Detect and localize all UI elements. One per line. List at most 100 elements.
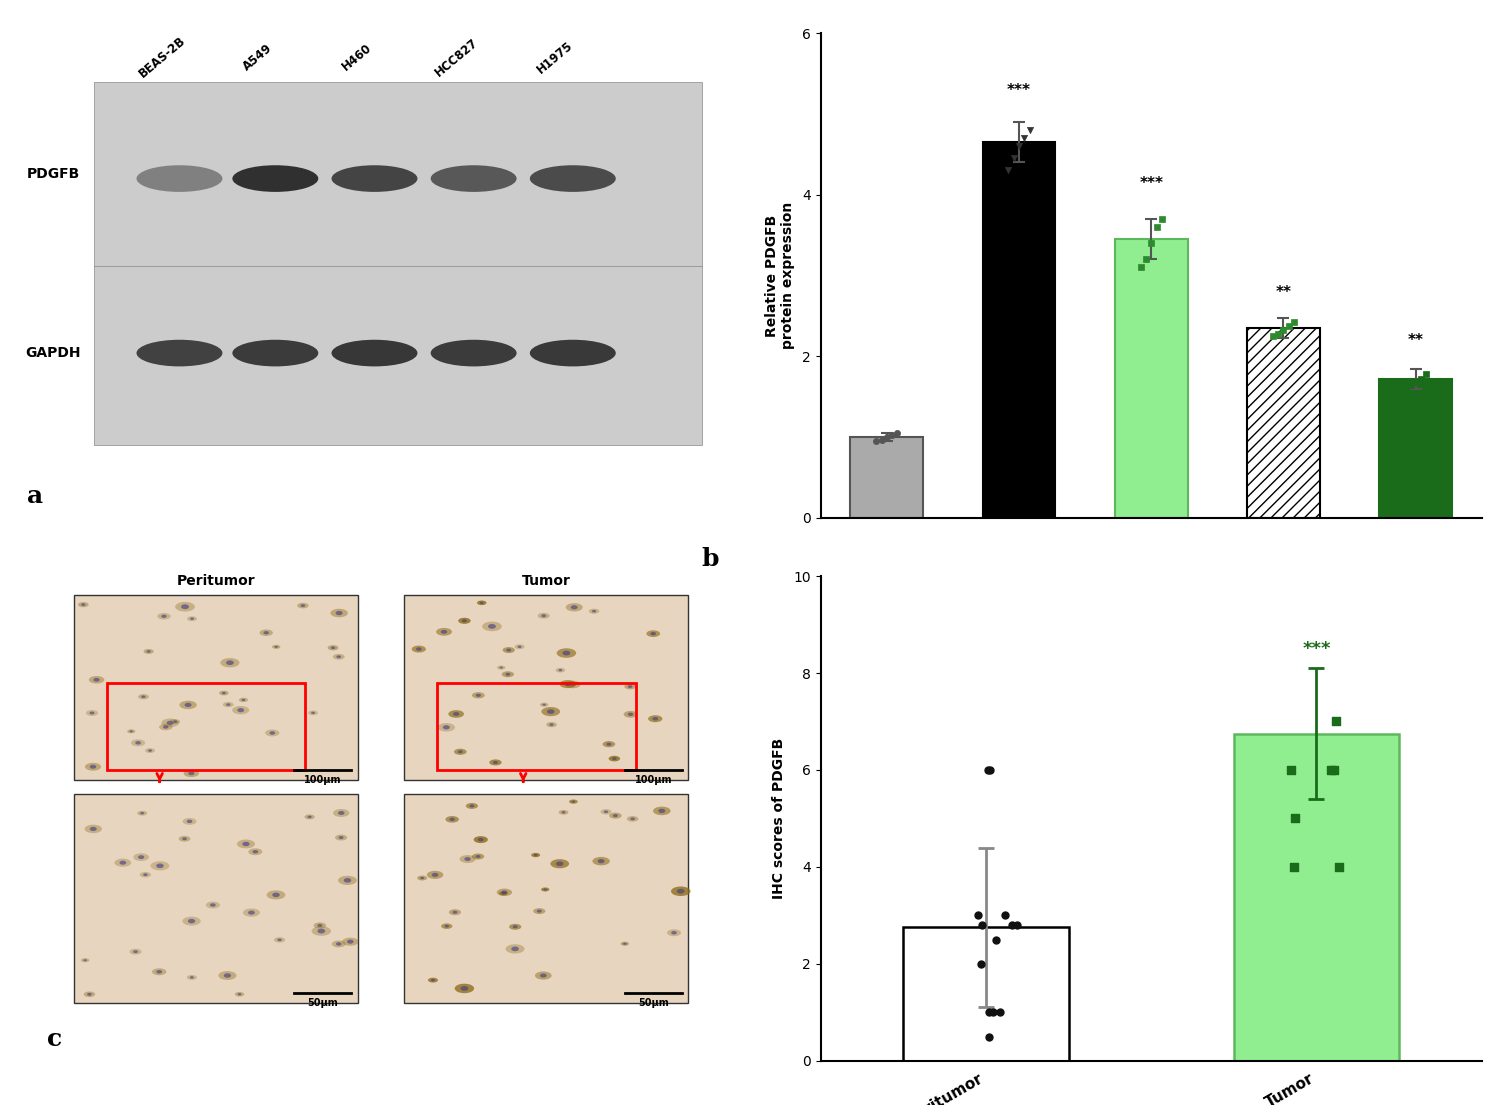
Ellipse shape (162, 614, 166, 618)
Ellipse shape (543, 704, 546, 706)
Ellipse shape (431, 166, 517, 192)
Text: H460: H460 (340, 41, 375, 73)
Ellipse shape (603, 741, 615, 747)
Text: **: ** (1408, 334, 1424, 348)
Ellipse shape (502, 891, 508, 894)
Ellipse shape (464, 857, 470, 861)
Ellipse shape (442, 924, 452, 929)
Bar (437, 683, 635, 770)
Y-axis label: IHC scores of PDGFB: IHC scores of PDGFB (773, 738, 786, 899)
Ellipse shape (218, 971, 236, 980)
Ellipse shape (243, 908, 260, 917)
Ellipse shape (336, 834, 348, 841)
Ellipse shape (559, 680, 576, 688)
Ellipse shape (570, 683, 576, 686)
Point (977, 1003, 1001, 1021)
Point (1149, 210, 1173, 228)
Ellipse shape (513, 925, 517, 928)
Point (1414, 366, 1438, 383)
Ellipse shape (233, 339, 319, 367)
Ellipse shape (333, 809, 349, 817)
Ellipse shape (183, 917, 201, 926)
Ellipse shape (187, 820, 192, 823)
Point (869, 431, 894, 449)
Point (1007, 137, 1031, 155)
Ellipse shape (221, 657, 239, 667)
Ellipse shape (163, 725, 168, 728)
Ellipse shape (449, 909, 461, 915)
Ellipse shape (623, 711, 638, 717)
Ellipse shape (331, 166, 417, 192)
Ellipse shape (222, 692, 225, 694)
Ellipse shape (623, 943, 626, 945)
Point (1018, 122, 1042, 139)
Ellipse shape (473, 836, 488, 843)
Ellipse shape (274, 937, 286, 943)
Text: **: ** (1276, 285, 1291, 299)
Text: A549: A549 (240, 41, 275, 73)
Ellipse shape (517, 645, 522, 648)
Ellipse shape (472, 692, 485, 698)
Ellipse shape (318, 924, 322, 927)
Ellipse shape (313, 923, 327, 928)
Point (1276, 317, 1300, 335)
Ellipse shape (443, 725, 449, 729)
Ellipse shape (141, 812, 144, 814)
Ellipse shape (452, 911, 458, 914)
Ellipse shape (85, 824, 101, 833)
Ellipse shape (234, 992, 245, 997)
Bar (850, 438, 924, 518)
Ellipse shape (89, 765, 97, 769)
Text: 100μm: 100μm (304, 775, 342, 785)
Ellipse shape (86, 711, 98, 716)
Ellipse shape (431, 339, 517, 367)
Point (1399, 376, 1423, 393)
Ellipse shape (82, 958, 89, 962)
Bar (1234, 734, 1399, 1061)
Point (1403, 373, 1427, 391)
Ellipse shape (184, 703, 192, 707)
Ellipse shape (476, 855, 481, 857)
Point (1328, 859, 1352, 876)
Ellipse shape (248, 911, 256, 915)
Ellipse shape (490, 759, 502, 766)
Ellipse shape (420, 876, 425, 880)
Ellipse shape (493, 761, 497, 764)
Ellipse shape (593, 856, 609, 865)
Ellipse shape (141, 695, 145, 698)
Ellipse shape (89, 712, 94, 715)
Ellipse shape (181, 604, 189, 609)
Ellipse shape (275, 645, 278, 648)
Ellipse shape (153, 968, 166, 976)
Ellipse shape (658, 809, 665, 813)
Ellipse shape (499, 892, 508, 895)
Ellipse shape (597, 859, 605, 863)
Ellipse shape (147, 650, 151, 653)
Ellipse shape (157, 613, 171, 620)
Ellipse shape (311, 712, 314, 714)
Text: Peritumor: Peritumor (177, 575, 256, 588)
Point (886, 424, 910, 442)
Ellipse shape (505, 673, 511, 676)
Ellipse shape (502, 671, 514, 677)
Y-axis label: Relative PDGFB
protein expression: Relative PDGFB protein expression (765, 202, 795, 349)
Ellipse shape (649, 715, 662, 723)
Ellipse shape (263, 631, 269, 634)
Bar (1114, 239, 1187, 518)
Ellipse shape (331, 646, 336, 649)
Ellipse shape (85, 762, 101, 770)
Ellipse shape (631, 818, 635, 820)
Ellipse shape (535, 971, 552, 980)
Ellipse shape (431, 979, 435, 981)
Text: BEAS-2B: BEAS-2B (136, 34, 187, 81)
Point (1282, 314, 1306, 332)
Ellipse shape (339, 811, 345, 815)
Ellipse shape (148, 749, 153, 751)
Ellipse shape (88, 993, 92, 996)
Ellipse shape (331, 609, 348, 618)
Point (999, 916, 1024, 934)
Ellipse shape (499, 666, 503, 669)
Ellipse shape (572, 606, 578, 609)
Ellipse shape (224, 974, 231, 978)
Ellipse shape (138, 855, 144, 859)
